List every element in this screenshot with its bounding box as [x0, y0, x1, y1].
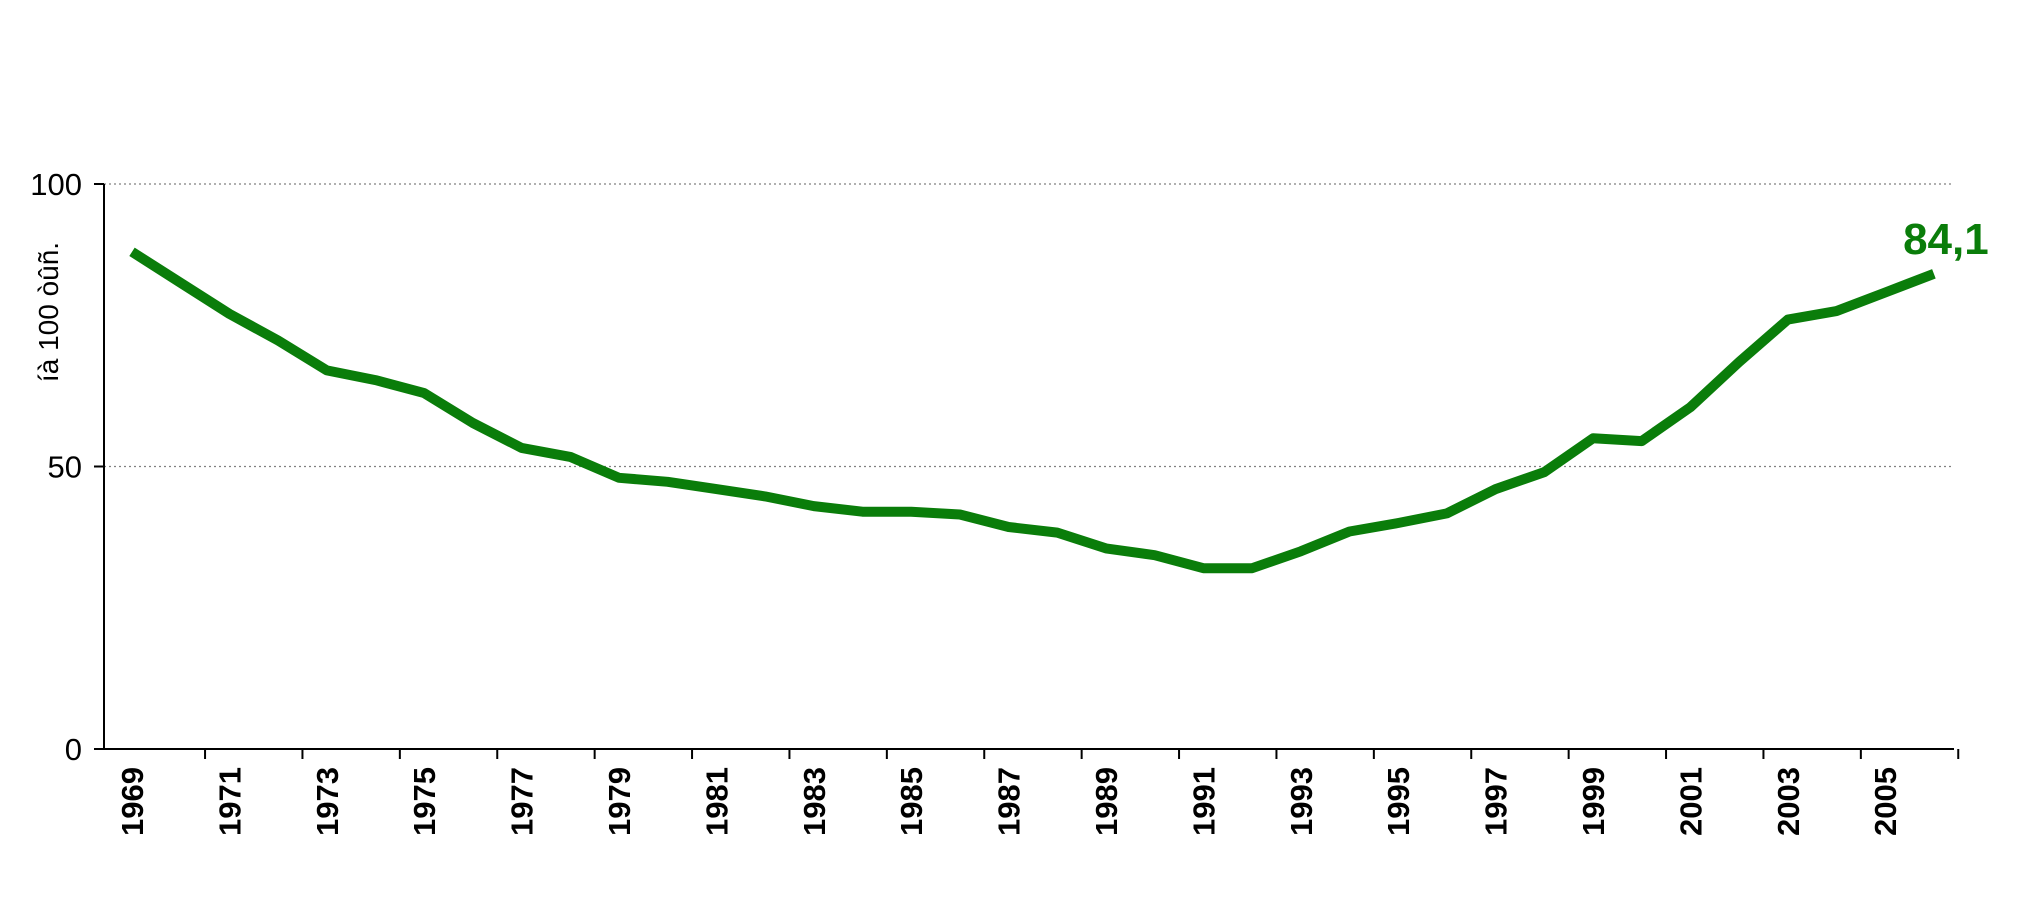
x-tick-label: 2001 [1673, 767, 1708, 836]
x-tick-label: 1975 [407, 767, 442, 836]
x-tick-label: 1985 [894, 767, 929, 836]
x-tick-label: 1999 [1576, 767, 1611, 836]
series-line [129, 247, 1936, 574]
x-tick-label: 1981 [699, 767, 734, 836]
x-tick-label: 2005 [1868, 767, 1903, 836]
annotations: 84,1 [1903, 215, 1989, 264]
x-axis-ticks: 1969 1971 1973 1975 1977 1979 1981 1983 1985 1987… [115, 749, 1960, 836]
x-tick-label: 1991 [1186, 767, 1221, 836]
x-tick-label: 1983 [797, 767, 832, 836]
x-tick-label: 1993 [1284, 767, 1319, 836]
y-tick-label: 50 [48, 450, 82, 485]
x-tick-label: 1969 [115, 767, 150, 836]
y-axis-label: íà 100 òûñ. [33, 242, 64, 382]
y-axis-ticks: 0 50 100 [30, 167, 104, 767]
y-tick-label: 0 [65, 732, 82, 767]
x-tick-label: 1987 [992, 767, 1027, 836]
x-tick-label: 1977 [505, 767, 540, 836]
series-group [129, 247, 1936, 574]
end-value-label: 84,1 [1903, 215, 1989, 264]
x-tick-label: 1995 [1381, 767, 1416, 836]
x-tick-label: 1971 [212, 767, 247, 836]
y-tick-label: 100 [30, 167, 82, 202]
x-tick-label: 1997 [1479, 767, 1514, 836]
x-tick-label: 1979 [602, 767, 637, 836]
gridlines [104, 183, 1954, 468]
x-tick-label: 1973 [310, 767, 345, 836]
x-tick-label: 1989 [1089, 767, 1124, 836]
x-tick-label: 2003 [1771, 767, 1806, 836]
